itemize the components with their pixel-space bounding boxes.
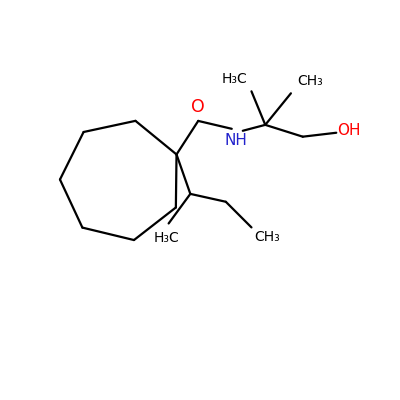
Text: CH₃: CH₃: [297, 74, 323, 88]
Text: NH: NH: [224, 133, 247, 148]
Text: H₃C: H₃C: [154, 232, 180, 246]
Text: CH₃: CH₃: [254, 230, 280, 244]
Text: OH: OH: [337, 123, 361, 138]
Text: H₃C: H₃C: [222, 72, 248, 86]
Text: O: O: [191, 98, 205, 116]
